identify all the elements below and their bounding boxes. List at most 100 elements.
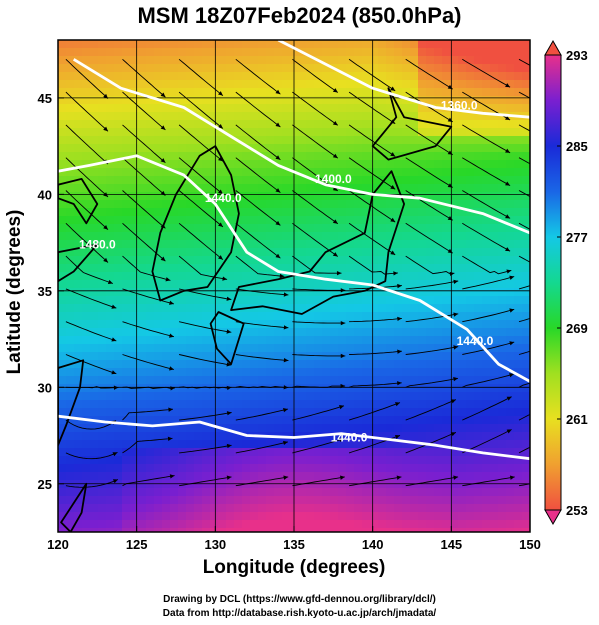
streamline-arrow bbox=[449, 271, 455, 277]
streamline-arrow bbox=[283, 475, 289, 480]
streamline bbox=[122, 58, 166, 98]
streamline bbox=[405, 476, 459, 487]
streamline bbox=[405, 124, 453, 156]
credit-drawing: Drawing by DCL (https://www.gfd-dennou.o… bbox=[163, 594, 436, 605]
streamline-arrow bbox=[453, 345, 459, 350]
streamline-arrow bbox=[218, 189, 223, 195]
streamline-arrow bbox=[111, 370, 117, 375]
streamline bbox=[122, 437, 173, 454]
streamline bbox=[235, 222, 281, 259]
contour-line bbox=[58, 414, 530, 461]
streamline bbox=[405, 313, 459, 323]
streamline bbox=[122, 354, 175, 370]
streamline bbox=[65, 222, 109, 263]
streamline-arrow bbox=[562, 245, 567, 249]
streamline-arrow bbox=[450, 432, 456, 437]
streamline-arrow bbox=[453, 312, 459, 317]
streamline bbox=[235, 255, 285, 277]
streamline bbox=[518, 483, 530, 487]
streamline bbox=[462, 276, 515, 290]
streamline-arrow bbox=[103, 225, 108, 230]
streamline-arrow bbox=[505, 214, 511, 219]
streamline-arrow bbox=[450, 399, 456, 404]
contour-label: 1440.0 bbox=[331, 430, 368, 444]
streamline bbox=[405, 190, 453, 221]
streamline-arrow bbox=[218, 91, 223, 96]
streamline bbox=[122, 222, 166, 262]
streamline-arrow bbox=[565, 369, 570, 373]
streamline bbox=[518, 317, 530, 323]
streamline-arrow bbox=[332, 252, 338, 257]
credit-data: Data from http://database.rish.kyoto-u.a… bbox=[162, 608, 437, 619]
colorbar-max-arrow bbox=[544, 39, 562, 56]
streamline-arrow bbox=[390, 217, 396, 223]
streamline-arrow bbox=[339, 405, 344, 410]
streamline-arrow bbox=[509, 373, 515, 378]
streamline-arrow bbox=[332, 153, 338, 159]
streamline bbox=[462, 255, 512, 275]
streamline-arrow bbox=[397, 283, 402, 289]
streamline-arrow bbox=[218, 156, 223, 162]
streamline bbox=[292, 405, 345, 421]
streamline-arrow bbox=[562, 427, 567, 431]
streamline bbox=[518, 222, 530, 230]
streamline-arrow bbox=[567, 476, 572, 480]
contour-label: 1480.0 bbox=[79, 237, 116, 251]
coastline-4 bbox=[58, 178, 99, 225]
streamline-arrow bbox=[565, 272, 570, 276]
streamline bbox=[462, 58, 511, 88]
streamline bbox=[122, 190, 166, 229]
streamline-arrow bbox=[222, 276, 228, 281]
streamline bbox=[462, 341, 515, 355]
streamline-arrow bbox=[453, 475, 459, 480]
streamline-arrow bbox=[506, 429, 512, 434]
streamline bbox=[122, 124, 166, 164]
streamline bbox=[292, 476, 345, 487]
streamline-arrow bbox=[394, 402, 400, 407]
streamline-arrow bbox=[339, 437, 344, 442]
streamline-arrow bbox=[332, 120, 338, 126]
chart-title: MSM 18Z07Feb2024 (850.0hPa) bbox=[137, 3, 462, 28]
streamline-arrow bbox=[509, 475, 515, 480]
streamline-arrow bbox=[282, 408, 288, 413]
streamline bbox=[122, 321, 175, 338]
y-tick-label: 25 bbox=[38, 477, 52, 492]
streamline-arrow bbox=[107, 279, 113, 285]
streamline bbox=[518, 58, 530, 66]
streamline-arrow bbox=[390, 86, 396, 91]
streamline bbox=[518, 91, 530, 99]
streamline bbox=[235, 58, 281, 95]
streamline-arrow bbox=[160, 125, 166, 130]
streamline bbox=[292, 438, 345, 454]
streamline bbox=[65, 91, 109, 132]
x-tick-label: 130 bbox=[204, 537, 226, 552]
streamline bbox=[462, 308, 515, 323]
streamline-arrow bbox=[397, 381, 402, 386]
streamline-arrow bbox=[275, 155, 281, 160]
streamline-arrow bbox=[562, 212, 567, 216]
streamline-arrow bbox=[103, 257, 108, 263]
streamline-arrow bbox=[275, 188, 281, 193]
streamline-arrow bbox=[505, 83, 511, 88]
streamline bbox=[292, 58, 339, 93]
streamline-arrow bbox=[394, 434, 400, 440]
streamline-arrow bbox=[562, 180, 567, 184]
streamline-arrow bbox=[275, 220, 281, 226]
streamline-arrow bbox=[332, 186, 338, 191]
streamline-arrow bbox=[340, 320, 346, 326]
streamline-arrow bbox=[453, 279, 459, 284]
streamline bbox=[179, 354, 232, 366]
streamline bbox=[518, 446, 530, 454]
colorbar-tick-label: 253 bbox=[566, 503, 588, 518]
streamline bbox=[122, 91, 166, 131]
streamline bbox=[518, 350, 530, 355]
streamline bbox=[462, 190, 511, 219]
streamline bbox=[405, 157, 453, 188]
streamline-arrow bbox=[226, 362, 232, 367]
streamline bbox=[462, 157, 511, 186]
streamline bbox=[462, 124, 511, 154]
streamline-arrow bbox=[168, 407, 173, 412]
streamline bbox=[65, 58, 109, 99]
streamline bbox=[235, 354, 289, 361]
